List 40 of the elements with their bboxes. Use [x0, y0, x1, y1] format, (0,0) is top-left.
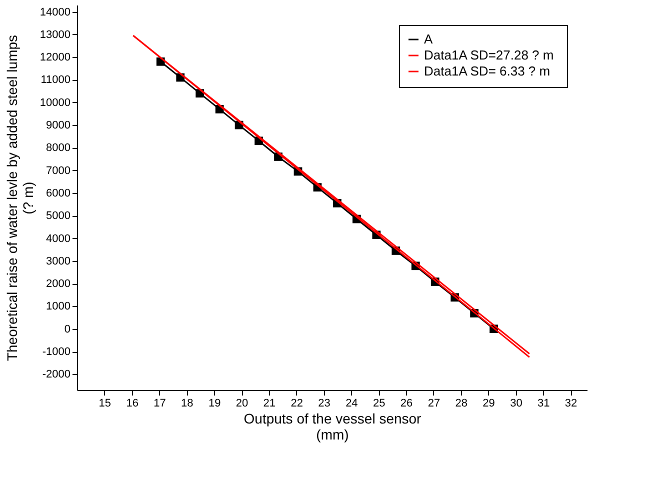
y-tick-label: -1000	[42, 346, 70, 358]
x-tick-label: 17	[154, 398, 166, 410]
x-tick-label: 29	[482, 398, 495, 410]
y-tick-label: 5000	[46, 210, 70, 222]
legend-label: Data1A SD=27.28 ? m	[424, 48, 554, 62]
x-tick-label: 28	[455, 398, 468, 410]
legend-label: A	[424, 32, 433, 46]
y-tick-label: 12000	[40, 52, 70, 64]
y-tick-label: 3000	[46, 255, 70, 268]
y-tick-label: 14000	[40, 6, 70, 18]
x-tick-label: 22	[290, 398, 303, 410]
x-tick-label: 21	[263, 398, 276, 410]
y-tick-label: -2000	[42, 368, 70, 381]
y-tick-label: 7000	[46, 164, 70, 177]
y-tick-label: 9000	[46, 120, 70, 132]
x-axis-title: Outputs of the vessel sensor (mm)	[244, 410, 422, 442]
x-tick-label: 19	[208, 398, 221, 410]
y-tick-label: 10000	[40, 96, 70, 109]
x-tick-label: 32	[564, 398, 578, 410]
legend-label: Data1A SD= 6.33 ? m	[424, 64, 550, 78]
y-tick-label: 4000	[46, 232, 70, 245]
x-tick-label: 18	[181, 398, 194, 410]
y-tick-label: 8000	[46, 142, 70, 154]
y-tick-label: 0	[64, 323, 70, 336]
y-tick-label: 2000	[46, 278, 70, 290]
x-tick-label: 30	[510, 398, 522, 410]
x-tick-label: 25	[372, 398, 386, 410]
y-tick-label: 6000	[46, 187, 70, 200]
x-tick-label: 15	[98, 398, 112, 410]
x-tick-label: 20	[236, 398, 248, 410]
x-tick-label: 27	[428, 398, 440, 410]
x-tick-label: 16	[126, 398, 138, 410]
x-tick-label: 24	[346, 398, 358, 410]
x-tick-label: 31	[538, 398, 550, 410]
x-tick-label: 26	[400, 398, 413, 410]
y-tick-label: 1000	[46, 300, 70, 313]
y-tick-label: 11000	[40, 74, 70, 86]
y-tick-label: 13000	[40, 28, 70, 41]
y-axis-title: Theoretical raise of water levle by added steel lumps (? m)	[4, 34, 36, 362]
x-tick-label: 23	[318, 398, 330, 410]
